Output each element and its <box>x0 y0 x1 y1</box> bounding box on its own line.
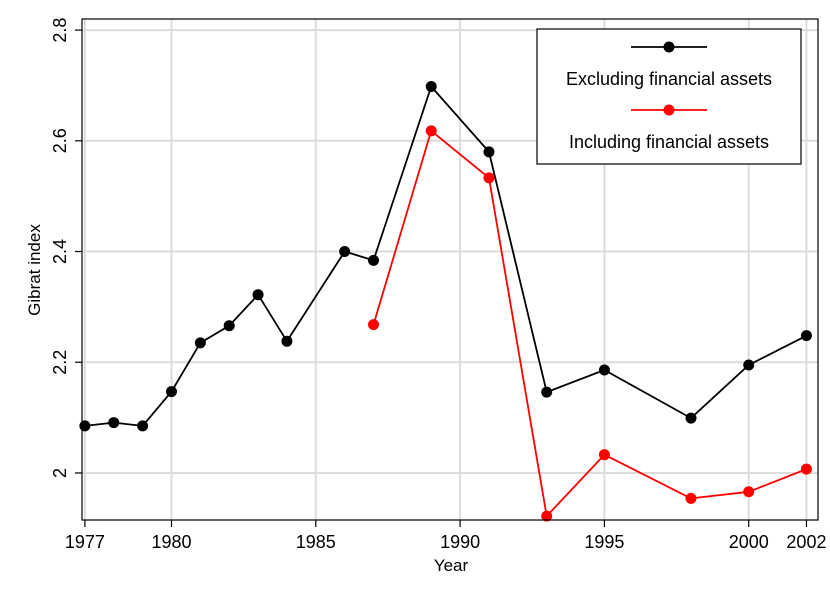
legend: Excluding financial assets Including fina… <box>536 28 802 165</box>
data-point-0 <box>800 330 812 342</box>
series-layer <box>79 81 812 522</box>
x-axis-title: Year <box>434 556 469 575</box>
data-point-1 <box>368 319 380 331</box>
data-point-0 <box>281 335 293 347</box>
data-point-0 <box>368 254 380 266</box>
data-point-0 <box>483 146 495 158</box>
y-tick-label: 2.6 <box>50 128 70 153</box>
data-point-0 <box>541 386 553 398</box>
y-tick-label: 2.4 <box>50 239 70 264</box>
x-tick-label: 1977 <box>65 532 105 552</box>
series-line-1 <box>372 129 807 517</box>
data-point-0 <box>743 359 755 371</box>
data-point-1 <box>483 172 495 184</box>
data-point-0 <box>79 420 91 432</box>
y-axis: 2 2.2 2.4 2.6 2.8 <box>50 18 82 478</box>
data-point-0 <box>165 386 177 398</box>
data-point-1 <box>425 125 437 137</box>
legend-label-0: Excluding financial assets <box>566 69 772 89</box>
data-point-0 <box>252 289 264 301</box>
x-tick-label: 1980 <box>151 532 191 552</box>
y-tick-label: 2.2 <box>50 350 70 375</box>
data-point-0 <box>108 417 120 429</box>
x-tick-label: 2000 <box>729 532 769 552</box>
data-point-0 <box>137 420 149 432</box>
data-point-0 <box>194 337 206 349</box>
data-point-1 <box>685 492 697 504</box>
legend-key-marker-0 <box>663 41 675 53</box>
data-point-1 <box>800 463 812 475</box>
x-tick-label: 1985 <box>296 532 336 552</box>
data-point-0 <box>425 81 437 93</box>
plot-frame <box>81 18 819 521</box>
data-point-1 <box>598 449 610 461</box>
data-point-0 <box>598 364 610 376</box>
y-tick-label: 2 <box>50 468 70 478</box>
legend-key-marker-1 <box>663 104 675 116</box>
data-point-1 <box>743 486 755 498</box>
data-point-1 <box>541 510 553 522</box>
x-axis: 1977 1980 1985 1990 1995 2000 2002 <box>65 520 826 552</box>
legend-label-1: Including financial assets <box>569 132 769 152</box>
y-axis-title: Gibrat index <box>25 224 44 316</box>
x-tick-label: 1990 <box>440 532 480 552</box>
data-point-0 <box>685 412 697 424</box>
data-point-0 <box>223 320 235 332</box>
y-tick-label: 2.8 <box>50 18 70 43</box>
data-point-0 <box>339 246 351 258</box>
x-tick-label: 2002 <box>786 532 826 552</box>
x-tick-label: 1995 <box>584 532 624 552</box>
